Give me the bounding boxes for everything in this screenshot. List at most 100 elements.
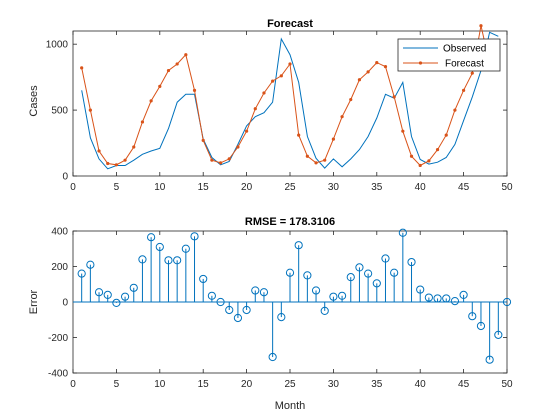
forecast-point xyxy=(114,163,118,167)
error-marker xyxy=(294,241,303,250)
x-tick-label: 5 xyxy=(114,379,120,390)
error-marker xyxy=(424,293,433,302)
y-tick-label: 1000 xyxy=(46,40,69,51)
error-marker xyxy=(355,263,364,272)
error-marker xyxy=(494,330,503,339)
error-marker xyxy=(77,269,86,278)
x-tick-label: 25 xyxy=(284,379,296,390)
error-marker xyxy=(94,288,104,297)
x-tick-label: 20 xyxy=(241,182,253,193)
y-tick-label: 400 xyxy=(51,227,68,238)
forecast-point xyxy=(357,78,362,82)
forecast-legend: Observed Forecast xyxy=(397,38,501,72)
error-marker xyxy=(138,255,147,264)
forecast-point xyxy=(427,159,431,163)
error-marker xyxy=(225,305,234,315)
forecast-plot: Forecast Cases 0 5 10 15 20 25 30 35 40 45 5005001… xyxy=(28,18,513,193)
forecast-point xyxy=(192,88,197,92)
error-marker xyxy=(390,268,399,277)
forecast-point xyxy=(288,62,292,66)
x-tick-label: 50 xyxy=(501,379,513,390)
legend-box xyxy=(397,38,501,72)
error-xlabel: Month xyxy=(275,400,306,412)
legend-observed-label: Observed xyxy=(443,44,486,55)
error-marker xyxy=(346,273,355,282)
error-marker xyxy=(190,232,199,241)
error-title: RMSE = 178.3106 xyxy=(245,216,335,228)
forecast-point xyxy=(470,71,474,75)
x-tick-label: 45 xyxy=(458,379,470,390)
forecast-point xyxy=(140,120,145,124)
error-marker xyxy=(233,313,243,323)
error-marker xyxy=(407,257,416,267)
forecast-point xyxy=(158,84,162,88)
x-tick-label: 0 xyxy=(70,182,76,193)
forecast-point xyxy=(166,68,171,73)
forecast-point xyxy=(340,115,344,119)
forecast-point xyxy=(401,129,405,133)
error-marker xyxy=(433,294,442,303)
forecast-point xyxy=(123,158,127,162)
forecast-point xyxy=(314,161,318,165)
forecast-point xyxy=(297,133,301,137)
error-marker xyxy=(86,260,95,269)
error-marker xyxy=(120,292,130,301)
error-marker xyxy=(207,291,216,300)
error-marker xyxy=(372,279,381,288)
legend-forecast-marker xyxy=(418,61,423,65)
forecast-point xyxy=(253,107,257,111)
error-stems xyxy=(73,228,512,364)
error-plot: RMSE = 178.3106 Error Month 0 5 10 15 20 25 30… xyxy=(28,216,513,412)
y-tick-label: -400 xyxy=(48,369,68,380)
x-tick-label: 10 xyxy=(154,379,166,390)
forecast-point xyxy=(132,145,136,149)
forecast-point xyxy=(106,161,110,166)
error-marker xyxy=(147,233,156,242)
x-tick-label: 40 xyxy=(415,379,427,390)
forecast-point xyxy=(305,154,309,158)
forecast-point xyxy=(331,137,335,141)
forecast-point xyxy=(479,24,483,28)
error-marker xyxy=(476,321,486,331)
error-ylabel: Error xyxy=(28,289,40,314)
forecast-point xyxy=(271,79,275,83)
forecast-point xyxy=(97,149,101,153)
x-tick-label: 0 xyxy=(70,379,76,390)
error-marker xyxy=(129,283,138,292)
forecast-point xyxy=(375,61,379,65)
forecast-point xyxy=(245,129,249,133)
x-tick-label: 30 xyxy=(328,182,340,193)
forecast-point xyxy=(201,138,205,143)
x-tick-label: 20 xyxy=(241,379,253,390)
y-tick-label: 0 xyxy=(62,298,68,309)
error-marker xyxy=(216,297,225,307)
forecast-point xyxy=(236,145,240,149)
error-marker xyxy=(181,244,190,253)
error-marker xyxy=(398,228,407,237)
y-tick-label: -200 xyxy=(48,333,68,344)
legend-forecast-label: Forecast xyxy=(445,59,484,70)
error-marker xyxy=(155,242,164,252)
forecast-point xyxy=(279,74,283,78)
forecast-point xyxy=(175,62,179,66)
forecast-point xyxy=(149,99,153,103)
x-tick-label: 45 xyxy=(458,182,470,193)
x-tick-label: 40 xyxy=(415,182,427,193)
x-tick-label: 35 xyxy=(371,182,383,193)
forecast-point xyxy=(418,163,422,168)
forecast-point xyxy=(366,70,370,74)
error-marker xyxy=(259,288,269,297)
forecast-point xyxy=(409,154,414,158)
error-marker xyxy=(416,285,425,294)
error-marker xyxy=(103,290,112,299)
forecast-ylabel: Cases xyxy=(28,85,40,117)
error-marker xyxy=(459,290,468,299)
x-tick-label: 30 xyxy=(328,379,340,390)
error-marker xyxy=(311,286,321,295)
error-marker xyxy=(277,312,286,322)
forecast-point xyxy=(323,158,327,162)
forecast-point xyxy=(462,88,466,92)
error-marker xyxy=(364,269,373,278)
